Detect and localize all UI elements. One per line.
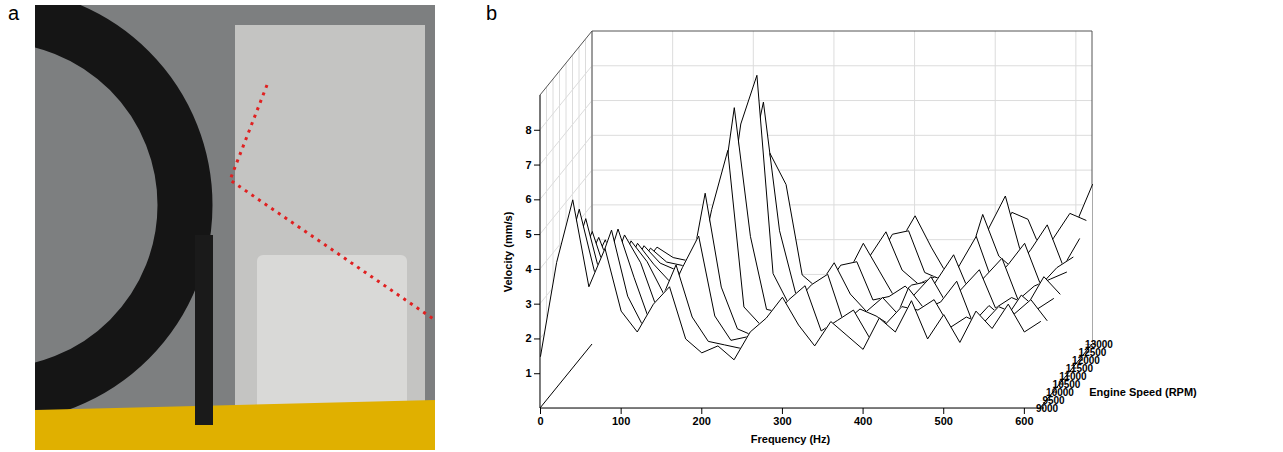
svg-text:10500: 10500: [1052, 379, 1081, 390]
svg-text:9500: 9500: [1042, 395, 1065, 406]
svg-text:13000: 13000: [1085, 339, 1113, 350]
svg-text:5: 5: [525, 228, 531, 240]
svg-text:Velocity (mm/s): Velocity (mm/s): [502, 211, 514, 292]
svg-text:500: 500: [935, 415, 953, 427]
svg-text:11000: 11000: [1059, 371, 1087, 382]
svg-text:Frequency (Hz): Frequency (Hz): [751, 433, 831, 445]
html-text:b: b: [486, 2, 498, 24]
svg-text:3: 3: [525, 298, 531, 310]
svg-text:12500: 12500: [1078, 347, 1107, 358]
svg-text:600: 600: [1015, 415, 1033, 427]
svg-text:4: 4: [525, 263, 532, 275]
svg-text:1: 1: [525, 367, 531, 379]
svg-text:100: 100: [612, 415, 630, 427]
svg-text:7: 7: [525, 159, 531, 171]
svg-text:200: 200: [693, 415, 711, 427]
svg-text:300: 300: [773, 415, 791, 427]
svg-text:10000: 10000: [1046, 387, 1074, 398]
svg-text:12000: 12000: [1072, 355, 1100, 366]
svg-text:11500: 11500: [1065, 363, 1094, 374]
svg-text:400: 400: [854, 415, 872, 427]
svg-text:2: 2: [525, 332, 531, 344]
svg-text:8: 8: [525, 124, 531, 136]
svg-text:0: 0: [537, 415, 543, 427]
svg-text:Engine Speed (RPM): Engine Speed (RPM): [1089, 386, 1197, 398]
svg-text:9000: 9000: [1035, 403, 1059, 414]
svg-text:6: 6: [525, 193, 531, 205]
html-text:a: a: [8, 2, 20, 24]
